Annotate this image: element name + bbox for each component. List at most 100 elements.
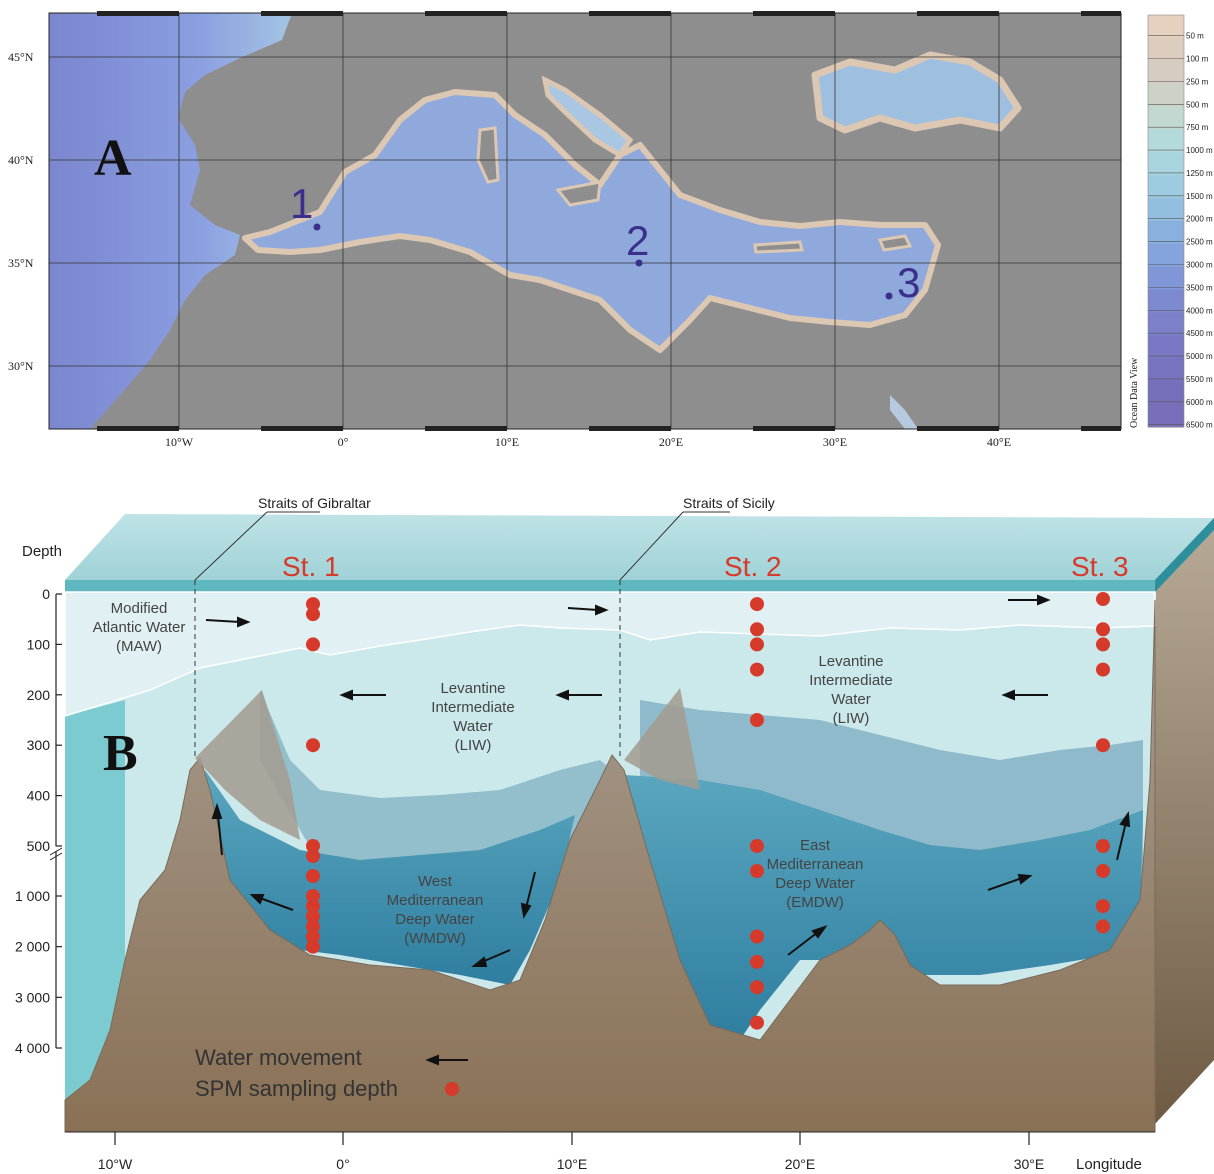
arrow-maw-3 (1008, 594, 1051, 606)
colorbar-swatch (1148, 198, 1184, 222)
depth-tick-label: 100 (27, 636, 51, 652)
emdw-line-3: Deep Water (775, 875, 854, 892)
station-2-label: 2 (626, 217, 649, 264)
atlantic-water-column (65, 592, 125, 1110)
arrow-emdw-2 (987, 873, 1033, 891)
spm-sampling-dot (1096, 738, 1110, 753)
spm-sampling-dot (750, 1015, 764, 1030)
wmdw-line-3: Deep Water (395, 911, 474, 928)
arrow-liw-1 (339, 689, 386, 701)
colorbar-level-label: 2500 m (1186, 238, 1213, 247)
longitude-labels: 10°W 0° 10°E 20°E 30°E 40°E (165, 435, 1011, 449)
maw-line-2: Atlantic Water (93, 619, 186, 636)
longitude-ticks: 10°W 0° 10°E 20°E 30°E (98, 1132, 1044, 1172)
colorbar-level-label: 5500 m (1186, 375, 1213, 384)
colorbar-swatch (1148, 266, 1184, 291)
lon-label-30e: 30°E (823, 435, 847, 449)
emdw-line-2: Mediterranean (767, 856, 864, 873)
spm-sampling-dot (1096, 899, 1110, 914)
spm-sampling-dot (306, 909, 320, 924)
colorbar-swatch (1148, 37, 1184, 62)
colorbar-swatch (1148, 358, 1184, 382)
colorbar-swatch (1148, 381, 1184, 405)
colorbar-level-label: 100 m (1186, 54, 1209, 63)
depth-tick-label: 500 (27, 838, 51, 854)
mediterranean-sea (242, 89, 941, 353)
longitude-tick-label: 20°E (785, 1156, 816, 1172)
liw-west-line-3: Water (453, 718, 492, 735)
colorbar-level-label: 1500 m (1186, 192, 1213, 201)
colorbar-level-label: 1250 m (1186, 169, 1213, 178)
station-1-label: 1 (290, 180, 313, 227)
liw-west-line-1: Levantine (440, 680, 505, 697)
colorbar-level-label: 4000 m (1186, 306, 1213, 315)
colorbar-swatch (1148, 221, 1184, 245)
straits-leaders (194, 511, 730, 758)
colorbar-level-label: 500 m (1186, 100, 1209, 109)
legend: Water movement SPM sampling depth (195, 1045, 468, 1101)
depth-ticks: 0 100 200 300 400 500 1 000 2 000 3 000 4 000 (15, 586, 62, 1056)
colorbar-level-label: 3000 m (1186, 260, 1213, 269)
depth-tick-label: 2 000 (15, 939, 50, 955)
arrow-maw-2 (567, 604, 609, 616)
colorbar-frame (1147, 14, 1185, 428)
water-movement-arrows (205, 594, 1131, 967)
liw-west-line-4: (LIW) (455, 737, 492, 754)
corsica-sardinia (476, 126, 500, 184)
wmdw-line-1: West (418, 873, 453, 890)
spm-sampling-dot (1096, 662, 1110, 677)
colorbar-level-label: 4500 m (1186, 329, 1213, 338)
longitude-tick-label: 0° (336, 1156, 349, 1172)
sicily (555, 180, 602, 207)
panel-a-label: A (94, 130, 132, 187)
gibraltar-ridge (195, 690, 300, 840)
colorbar-level-label: 1000 m (1186, 146, 1213, 155)
spm-sampling-dot (750, 864, 764, 878)
straits-sicily-label: Straits of Sicily (683, 495, 775, 511)
spm-sampling-dot (306, 597, 320, 612)
colorbar-level-label: 5000 m (1186, 352, 1213, 361)
spm-sampling-dot (750, 839, 764, 853)
legend-water-movement-label: Water movement (195, 1045, 362, 1070)
maw-line-3: (MAW) (116, 638, 162, 655)
arrow-wmdw-2 (249, 894, 294, 911)
longitude-tick-label: 10°E (557, 1156, 588, 1172)
panel-b-section: Straits of Gibraltar Straits of Sicily S… (15, 495, 1214, 1173)
colorbar-swatch (1148, 312, 1184, 336)
map-stations: 1 2 3 (290, 180, 920, 306)
lat-label-35: 35°N (8, 256, 34, 270)
maw-line-1: Modified (111, 600, 168, 617)
depth-axis-title: Depth (22, 543, 62, 560)
arrow-emdw-3 (1116, 811, 1131, 861)
colorbar-level-label: 250 m (1186, 77, 1209, 86)
water-mass-labels: Modified Atlantic Water (MAW) Levantine … (93, 600, 893, 947)
lat-label-30: 30°N (8, 359, 34, 373)
legend-spm-dot-icon (445, 1082, 459, 1096)
colorbar-swatch (1148, 106, 1184, 130)
spm-sampling-dot (306, 849, 320, 863)
longitude-axis-label: Longitude (1076, 1156, 1142, 1173)
colorbar-level-label: 6500 m (1186, 421, 1213, 430)
liw-east-line-2: Intermediate (809, 672, 892, 689)
liw-west-lower (260, 690, 612, 880)
liw-east-line-1: Levantine (818, 653, 883, 670)
legend-arrow-icon (425, 1054, 468, 1066)
longitude-tick-label: 10°W (98, 1156, 133, 1172)
spm-sampling-dot (750, 662, 764, 677)
wmdw-line-4: (WMDW) (404, 930, 466, 947)
colorbar-level-label: 750 m (1186, 123, 1209, 132)
straits-gibraltar-label: Straits of Gibraltar (258, 495, 371, 511)
emdw-line-1: East (800, 837, 831, 854)
arrow-wmdw-4 (471, 949, 511, 967)
colorbar-level-label: 6000 m (1186, 398, 1213, 407)
spm-sampling-dot (750, 954, 764, 969)
depth-colorbar: 50 m 100 m 250 m 500 m 750 m 1000 m 1250 m 1500… (1147, 14, 1213, 430)
cyprus (877, 234, 913, 252)
arrow-liw-3 (1001, 689, 1048, 701)
station-2-marker (635, 259, 643, 267)
sea-surface (65, 514, 1214, 580)
map-frame-ticks (97, 11, 1121, 431)
wmdw-line-2: Mediterranean (387, 892, 484, 909)
block-right-side (1155, 518, 1214, 1124)
